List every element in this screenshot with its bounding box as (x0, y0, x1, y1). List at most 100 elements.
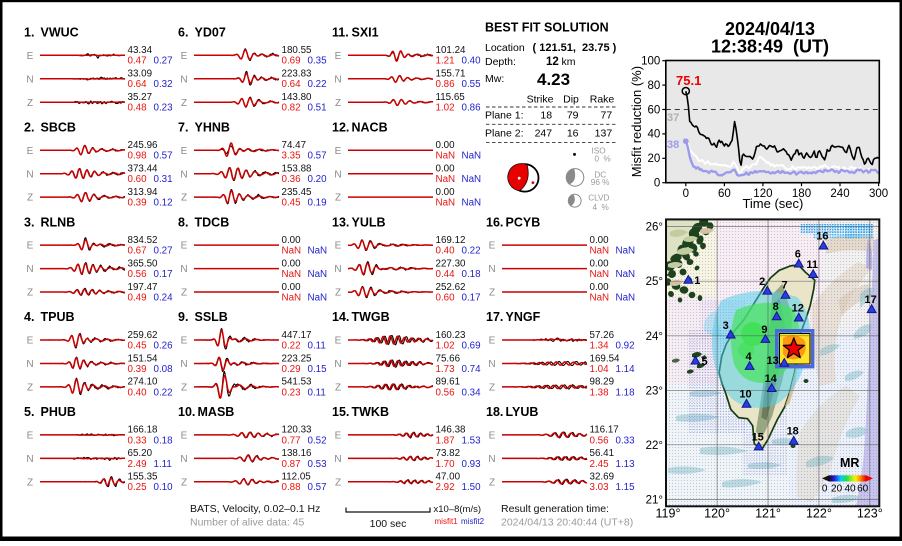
svg-text:TWGB: TWGB (352, 310, 390, 324)
svg-text:0.00: 0.00 (282, 258, 302, 269)
svg-text:4.23: 4.23 (537, 70, 570, 89)
svg-text:0.32: 0.32 (154, 79, 173, 90)
svg-text:35.27: 35.27 (128, 92, 153, 103)
svg-text:300: 300 (869, 188, 888, 200)
svg-text:0.36: 0.36 (282, 174, 302, 185)
svg-text:22°: 22° (646, 440, 663, 452)
svg-text:32.69: 32.69 (590, 472, 615, 483)
svg-text:3.03: 3.03 (590, 482, 610, 493)
svg-text:116.17: 116.17 (590, 425, 619, 436)
svg-text:16.: 16. (486, 215, 503, 229)
svg-text:Z: Z (27, 98, 33, 109)
svg-text:0.64: 0.64 (282, 79, 302, 90)
svg-text:1.15: 1.15 (616, 482, 636, 493)
svg-text:11.: 11. (332, 26, 349, 40)
svg-text:x10–8(m/s): x10–8(m/s) (434, 504, 482, 515)
svg-text:0.22: 0.22 (308, 79, 327, 90)
svg-text:98.29: 98.29 (590, 377, 615, 388)
svg-text:E: E (181, 146, 188, 157)
svg-text:N: N (26, 74, 33, 85)
svg-text:YHNB: YHNB (195, 120, 230, 134)
svg-text:0.00: 0.00 (282, 282, 302, 293)
svg-text:TPUB: TPUB (41, 310, 75, 324)
svg-text:121°: 121° (755, 507, 781, 521)
svg-text:96 %: 96 % (591, 178, 610, 187)
svg-text:0.00: 0.00 (436, 187, 456, 198)
svg-text:33.09: 33.09 (128, 69, 153, 80)
svg-text:60: 60 (857, 484, 869, 495)
svg-text:8.: 8. (178, 215, 188, 229)
svg-text:0.87: 0.87 (282, 459, 301, 470)
svg-text:313.94: 313.94 (128, 187, 159, 198)
svg-text:0.12: 0.12 (154, 198, 173, 209)
svg-text:240: 240 (830, 188, 849, 200)
svg-text:8: 8 (773, 301, 779, 313)
svg-text:9.: 9. (178, 310, 188, 324)
svg-text:Z: Z (489, 288, 495, 299)
svg-text:57.26: 57.26 (590, 330, 615, 341)
svg-text:NaN: NaN (462, 198, 482, 209)
svg-text:NaN: NaN (462, 151, 482, 162)
svg-text:0.52: 0.52 (308, 435, 327, 446)
svg-text:E: E (489, 431, 496, 442)
svg-text:0.92: 0.92 (616, 340, 635, 351)
svg-text:112.05: 112.05 (282, 472, 312, 483)
svg-text:Number of alive data: 45: Number of alive data: 45 (190, 517, 305, 529)
svg-text:20: 20 (831, 484, 843, 495)
svg-text:0.60: 0.60 (128, 174, 148, 185)
svg-text:0.77: 0.77 (282, 435, 301, 446)
svg-text:0.57: 0.57 (154, 151, 173, 162)
svg-text:0.22: 0.22 (154, 387, 173, 398)
svg-text:101.24: 101.24 (436, 45, 467, 56)
svg-text:NaN: NaN (436, 198, 456, 209)
svg-text:1.70: 1.70 (436, 459, 456, 470)
svg-text:143.80: 143.80 (282, 92, 313, 103)
svg-text:17.: 17. (486, 310, 503, 324)
svg-text:Mw:: Mw: (485, 73, 504, 85)
svg-text:0.57: 0.57 (308, 482, 327, 493)
svg-text:Dip: Dip (563, 94, 579, 106)
svg-text:E: E (489, 241, 496, 252)
svg-text:153.88: 153.88 (282, 164, 313, 175)
svg-text:5.: 5. (24, 405, 34, 419)
svg-text:23°: 23° (646, 385, 663, 397)
svg-text:1.53: 1.53 (462, 435, 482, 446)
svg-text:0.74: 0.74 (462, 364, 482, 375)
svg-text:146.38: 146.38 (436, 425, 467, 436)
svg-text:Plane 1:: Plane 1: (485, 109, 524, 121)
svg-text:60: 60 (718, 188, 731, 200)
svg-text:24°: 24° (646, 331, 663, 343)
svg-text:4.: 4. (24, 310, 34, 324)
svg-text:NaN: NaN (590, 246, 610, 257)
svg-text:1.02: 1.02 (436, 103, 455, 114)
svg-text:Z: Z (181, 383, 187, 394)
svg-text:373.44: 373.44 (128, 164, 159, 175)
svg-text:0.55: 0.55 (462, 79, 482, 90)
svg-text:223.83: 223.83 (282, 69, 313, 80)
svg-text:YULB: YULB (352, 215, 386, 229)
svg-text:38: 38 (667, 139, 679, 151)
svg-text:2: 2 (759, 276, 765, 288)
svg-text:E: E (335, 336, 342, 347)
svg-text:Strike: Strike (527, 94, 554, 106)
svg-text:120.33: 120.33 (282, 425, 313, 436)
svg-text:0.26: 0.26 (154, 340, 174, 351)
svg-text:Z: Z (27, 193, 33, 204)
svg-text:365.50: 365.50 (128, 258, 159, 269)
svg-text:E: E (27, 146, 34, 157)
svg-text:Z: Z (27, 383, 33, 394)
svg-text:NaN: NaN (616, 269, 636, 280)
svg-text:0.82: 0.82 (282, 103, 301, 114)
svg-text:N: N (334, 454, 341, 465)
svg-text:E: E (335, 146, 342, 157)
svg-text:NaN: NaN (436, 151, 456, 162)
svg-text:0.57: 0.57 (308, 151, 327, 162)
svg-text:E: E (27, 336, 34, 347)
svg-text:VWUC: VWUC (41, 26, 79, 40)
svg-text:12.: 12. (332, 120, 349, 134)
svg-text:160.23: 160.23 (436, 330, 467, 341)
svg-text:47.00: 47.00 (436, 472, 461, 483)
svg-text:4: 4 (593, 203, 598, 212)
svg-text:Z: Z (181, 98, 187, 109)
svg-text:0.86: 0.86 (462, 103, 482, 114)
